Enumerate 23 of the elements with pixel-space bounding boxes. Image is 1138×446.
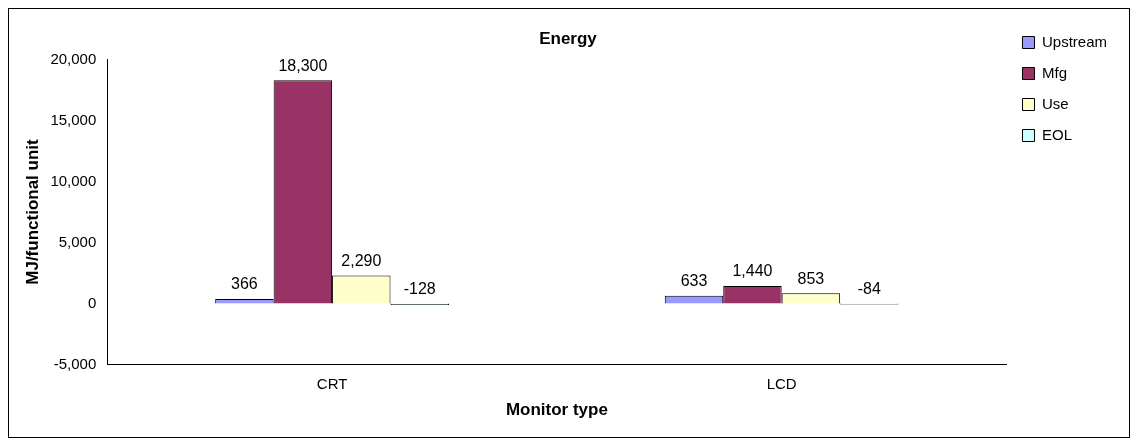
data-label: 1,440: [732, 262, 773, 280]
x-tick-label: CRT: [316, 374, 348, 392]
x-tick-label: LCD: [766, 374, 797, 392]
y-tick-label: -5,000: [53, 354, 97, 372]
y-axis-title: MJ/functional unit: [22, 138, 42, 285]
chart-title: Energy: [539, 28, 598, 48]
y-tick-label: 20,000: [50, 49, 97, 67]
y-tick-label: 0: [87, 293, 97, 311]
data-label: 18,300: [278, 56, 328, 74]
legend-label: Upstream: [1041, 32, 1108, 50]
y-tick-label: 5,000: [58, 232, 97, 250]
data-label: -84: [857, 279, 882, 297]
x-axis-title: Monitor type: [505, 400, 608, 420]
data-label: 2,290: [341, 252, 382, 270]
data-label: 366: [231, 275, 258, 293]
y-tick-label: 15,000: [50, 110, 97, 128]
legend-label: Mfg: [1041, 63, 1067, 81]
legend-label: EOL: [1041, 125, 1072, 143]
data-label: 853: [797, 269, 825, 287]
data-label: 633: [680, 272, 708, 290]
data-label: -128: [403, 279, 436, 297]
legend-label: Use: [1041, 94, 1069, 112]
y-tick-label: 10,000: [50, 171, 97, 189]
